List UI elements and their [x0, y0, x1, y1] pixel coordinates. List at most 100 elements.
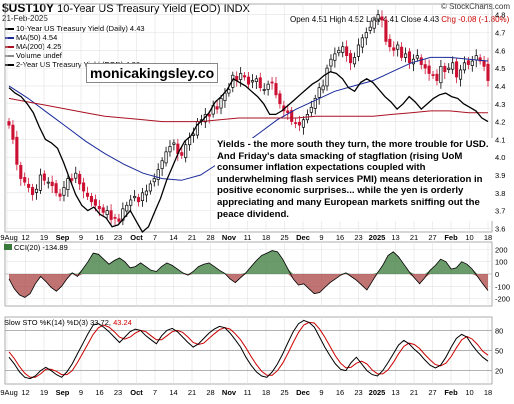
candle-body [431, 74, 435, 76]
x-tick-label: 7 [153, 233, 157, 242]
candle-body [360, 37, 364, 48]
x-tick-label: Oct [130, 388, 143, 397]
candle-body [443, 65, 447, 73]
y-tick-label: 3.8 [495, 189, 505, 198]
x-tick-label: 25 [280, 388, 288, 397]
candle-body [380, 16, 384, 21]
candle-body [50, 181, 54, 187]
candle-body [352, 57, 357, 65]
x-tick-label: 21 [188, 388, 196, 397]
candle-body [266, 83, 270, 90]
x-tick-label: 18 [262, 388, 270, 397]
candle-body [455, 61, 459, 78]
x-tick-label: Oct [130, 233, 143, 242]
candle-body [396, 44, 400, 50]
candle-body [482, 60, 486, 67]
candle-body [317, 87, 321, 98]
candle-body [392, 47, 396, 51]
candle-body [113, 217, 117, 219]
candle-body [239, 73, 243, 80]
candle-body [58, 193, 62, 197]
candle-body [117, 218, 121, 222]
y-tick-label: 4.3 [495, 100, 505, 109]
candle-body [227, 89, 231, 94]
annotation-note: Yields - the more south they turn, the m… [215, 138, 494, 222]
cci-label-text: CCI(20) -134.89 [14, 243, 68, 252]
candle-body [435, 73, 439, 81]
chart-title: $UST10Y 10-Year US Treasury Yield (EOD) … [2, 1, 250, 15]
candle-body [337, 49, 341, 54]
candle-body [140, 192, 145, 202]
x-tick-label: 16 [95, 233, 103, 242]
candle-body [290, 110, 294, 122]
candle-body [309, 106, 313, 113]
candle-body [364, 32, 368, 39]
x-tick-label: 11 [244, 233, 252, 242]
cci-panel-label: CCI(20) -134.89 [4, 243, 68, 252]
candle-body [258, 77, 262, 89]
candle-body [262, 89, 266, 91]
cci-tick-label: 0 [495, 270, 499, 279]
legend-main: 10-Year US Treasury Yield (Daily) 4.43 [5, 24, 145, 33]
candle-body [97, 206, 101, 210]
x-tick-label: 10 [465, 388, 473, 397]
chart-date: 21-Feb-2025 [2, 14, 48, 23]
cci-tick-label: 200 [495, 245, 508, 254]
y-tick-label: 4.6 [495, 46, 505, 55]
high-value: High 4.52 [329, 15, 364, 24]
x-tick-label: Nov [222, 388, 237, 397]
y-tick-label: 4.2 [495, 118, 505, 127]
candle-body [423, 64, 427, 69]
x-tick-label: Feb [444, 388, 458, 397]
sto-k-line [8, 319, 489, 380]
candle-body [219, 98, 223, 109]
legend-volume-label: Volume undef [16, 51, 62, 60]
exchange: INDX [223, 3, 250, 15]
price-panel-frame [4, 3, 493, 233]
candle-body [82, 182, 86, 192]
candle-body [38, 174, 42, 191]
candle-body [427, 65, 431, 74]
legend-swatch-two-year [5, 64, 14, 67]
legend-two-year-label: 2-Year US Treasury Yield (EOD) 4.20 [16, 60, 140, 69]
candle-body [129, 199, 133, 206]
candle-body [133, 196, 137, 199]
legend-ma50-label: MA(50) 4.54 [16, 33, 58, 42]
candle-body [270, 81, 274, 84]
candle-body [31, 187, 35, 195]
x-tick-label: 2025 [369, 388, 386, 397]
x-tick-label: Sep [56, 388, 70, 397]
x-tick-label: 16 [336, 233, 344, 242]
candle-body [243, 75, 247, 78]
candle-body [168, 146, 172, 153]
candle-body [188, 137, 192, 146]
x-tick-label: 19 [40, 233, 48, 242]
candle-body [11, 124, 15, 140]
x-tick-label: Dec [296, 233, 310, 242]
candle-body [74, 172, 78, 179]
candle-body [85, 192, 90, 197]
candle-body [184, 144, 188, 158]
x-tick-label: 16 [336, 388, 344, 397]
x-tick-label: 9 [319, 388, 323, 397]
two-year-yield-line [8, 70, 489, 234]
candle-body [486, 63, 490, 81]
brand-logo: © StockCharts.com [441, 2, 510, 11]
candle-body [93, 199, 97, 206]
x-tick-label: Dec [296, 388, 310, 397]
x-tick-label: 23 [354, 388, 362, 397]
cci-tick-label: 100 [495, 258, 508, 267]
candle-body [329, 58, 333, 67]
candle-body [415, 55, 419, 59]
candle-body [89, 196, 94, 203]
candle-body [349, 53, 353, 64]
x-tick-label: 28 [206, 388, 214, 397]
x-tick-label: 2025 [369, 233, 386, 242]
candle-body [345, 46, 349, 57]
sto-tick-label: 50 [495, 347, 503, 356]
candle-body [137, 197, 141, 203]
cci-tick-label: -200 [495, 295, 510, 304]
candle-body [372, 19, 376, 29]
candle-body [254, 78, 258, 83]
x-tick-label: 25 [280, 233, 288, 242]
